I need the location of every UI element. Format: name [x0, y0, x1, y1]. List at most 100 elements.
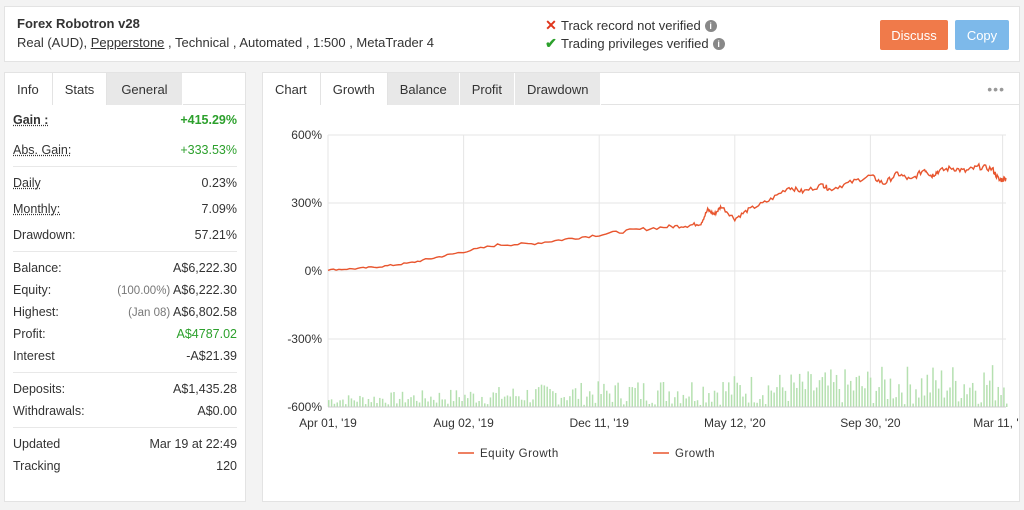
daily-bar: [781, 387, 784, 407]
daily-bar: [793, 382, 795, 407]
drawdown-label: Drawdown:: [13, 228, 76, 242]
equity-value: A$6,222.30: [173, 283, 237, 297]
stat-withdrawals: Withdrawals: A$0.00: [13, 400, 237, 422]
abs-gain-label[interactable]: Abs. Gain:: [13, 143, 72, 157]
daily-bar: [994, 400, 997, 407]
withdrawals-value: A$0.00: [197, 404, 237, 418]
daily-bar: [648, 404, 651, 407]
daily-bar: [980, 402, 982, 407]
tracking-value[interactable]: 120: [216, 459, 237, 473]
daily-bar: [889, 378, 892, 407]
balance-value: A$6,222.30: [173, 261, 237, 275]
tab-drawdown[interactable]: Drawdown: [515, 73, 602, 105]
copy-button[interactable]: Copy: [955, 20, 1009, 50]
tab-profit[interactable]: Profit: [459, 73, 516, 105]
daily-bar: [935, 380, 937, 407]
daily-bar: [801, 381, 804, 407]
chart-panel-title: Chart: [263, 73, 320, 105]
daily-bar: [657, 390, 659, 407]
daily-bar: [858, 375, 860, 407]
daily-bar: [512, 388, 514, 407]
divider: [13, 372, 237, 373]
daily-bar: [830, 369, 832, 407]
check-icon: ✔: [545, 35, 557, 51]
daily-bar: [606, 390, 608, 407]
daily-bar: [716, 392, 719, 407]
daily-bar: [407, 399, 409, 407]
tab-general[interactable]: General: [107, 73, 183, 105]
withdrawals-label: Withdrawals:: [13, 404, 85, 418]
daily-bar: [847, 384, 849, 407]
daily-value: 0.23%: [201, 176, 237, 190]
daily-bar: [659, 382, 662, 407]
daily-bar: [884, 379, 886, 407]
daily-bar: [330, 399, 333, 407]
daily-bar: [960, 398, 963, 407]
daily-bar: [713, 390, 716, 407]
daily-bar: [742, 396, 744, 407]
highest-value: A$6,802.58: [173, 305, 237, 319]
daily-bar: [810, 374, 812, 407]
daily-bar: [986, 384, 988, 407]
daily-bar: [844, 369, 846, 407]
daily-bar: [691, 382, 693, 407]
daily-bar: [725, 391, 727, 407]
stat-deposits: Deposits: A$1,435.28: [13, 378, 237, 400]
daily-bar: [957, 401, 960, 407]
tab-growth[interactable]: Growth: [319, 73, 388, 105]
daily-bar: [654, 404, 656, 407]
daily-bar: [529, 402, 531, 407]
discuss-button[interactable]: Discuss: [880, 20, 948, 50]
daily-bar: [750, 376, 753, 407]
daily-bar: [988, 380, 991, 407]
daily-bar: [577, 398, 580, 407]
daily-bar: [668, 391, 670, 407]
daily-label[interactable]: Daily: [13, 176, 41, 190]
y-tick-label: 300%: [291, 196, 322, 210]
info-icon[interactable]: i: [712, 37, 725, 50]
daily-bar: [472, 393, 475, 407]
abs-gain-value: +333.53%: [180, 143, 237, 157]
more-options-icon[interactable]: •••: [987, 81, 1005, 97]
daily-bar: [634, 387, 636, 407]
y-tick-label: 0%: [305, 264, 323, 278]
daily-bar: [552, 391, 554, 407]
daily-bar: [347, 395, 350, 407]
system-name: Forex Robotron v28: [17, 16, 140, 31]
daily-bar: [583, 404, 585, 407]
deposits-value: A$1,435.28: [173, 382, 237, 396]
info-icon[interactable]: i: [704, 19, 717, 32]
tab-stats[interactable]: Stats: [51, 73, 108, 105]
daily-bar: [892, 398, 895, 407]
daily-bar: [722, 382, 724, 407]
daily-bar: [537, 387, 540, 407]
daily-bar: [526, 389, 529, 407]
daily-bar: [920, 378, 923, 407]
daily-bar: [398, 398, 401, 407]
balance-label: Balance:: [13, 261, 62, 275]
daily-bar: [356, 401, 358, 407]
trading-privileges-text: Trading privileges verified: [561, 36, 709, 51]
growth-series-line: [327, 162, 1007, 272]
daily-bar: [520, 399, 523, 407]
daily-bar: [353, 400, 356, 407]
tab-info[interactable]: Info: [5, 73, 52, 105]
legend-equity-growth: Equity Growth: [480, 448, 559, 460]
daily-bar: [501, 398, 503, 407]
daily-bar: [350, 398, 353, 407]
daily-bar: [336, 402, 339, 407]
daily-bar: [563, 397, 565, 407]
broker-link[interactable]: Pepperstone: [90, 35, 165, 50]
daily-bar: [455, 390, 458, 407]
gain-label[interactable]: Gain :: [13, 113, 49, 127]
daily-bar: [977, 403, 980, 407]
daily-bar: [603, 383, 605, 407]
daily-bar: [943, 397, 946, 407]
monthly-label[interactable]: Monthly:: [13, 202, 61, 216]
daily-bar: [362, 397, 364, 407]
tab-balance[interactable]: Balance: [387, 73, 460, 105]
daily-bar: [328, 400, 330, 407]
daily-bar: [396, 403, 398, 407]
daily-bar: [1000, 395, 1002, 407]
daily-bar: [381, 398, 384, 407]
